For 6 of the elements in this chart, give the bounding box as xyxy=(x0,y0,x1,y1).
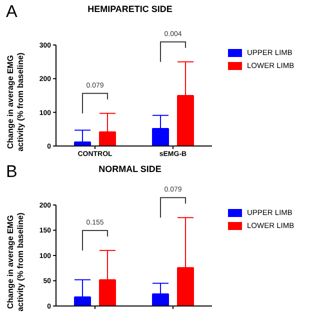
chart-title: NORMAL SIDE xyxy=(98,164,162,174)
chart-title: HEMIPARETIC SIDE xyxy=(86,4,174,14)
text: A xyxy=(6,2,18,22)
y-axis-title: Change in average EMG activity (% from baseline) xyxy=(6,212,26,314)
text: B xyxy=(6,162,18,182)
y-axis-title: Change in average EMG activity (% from baseline) xyxy=(6,52,26,154)
